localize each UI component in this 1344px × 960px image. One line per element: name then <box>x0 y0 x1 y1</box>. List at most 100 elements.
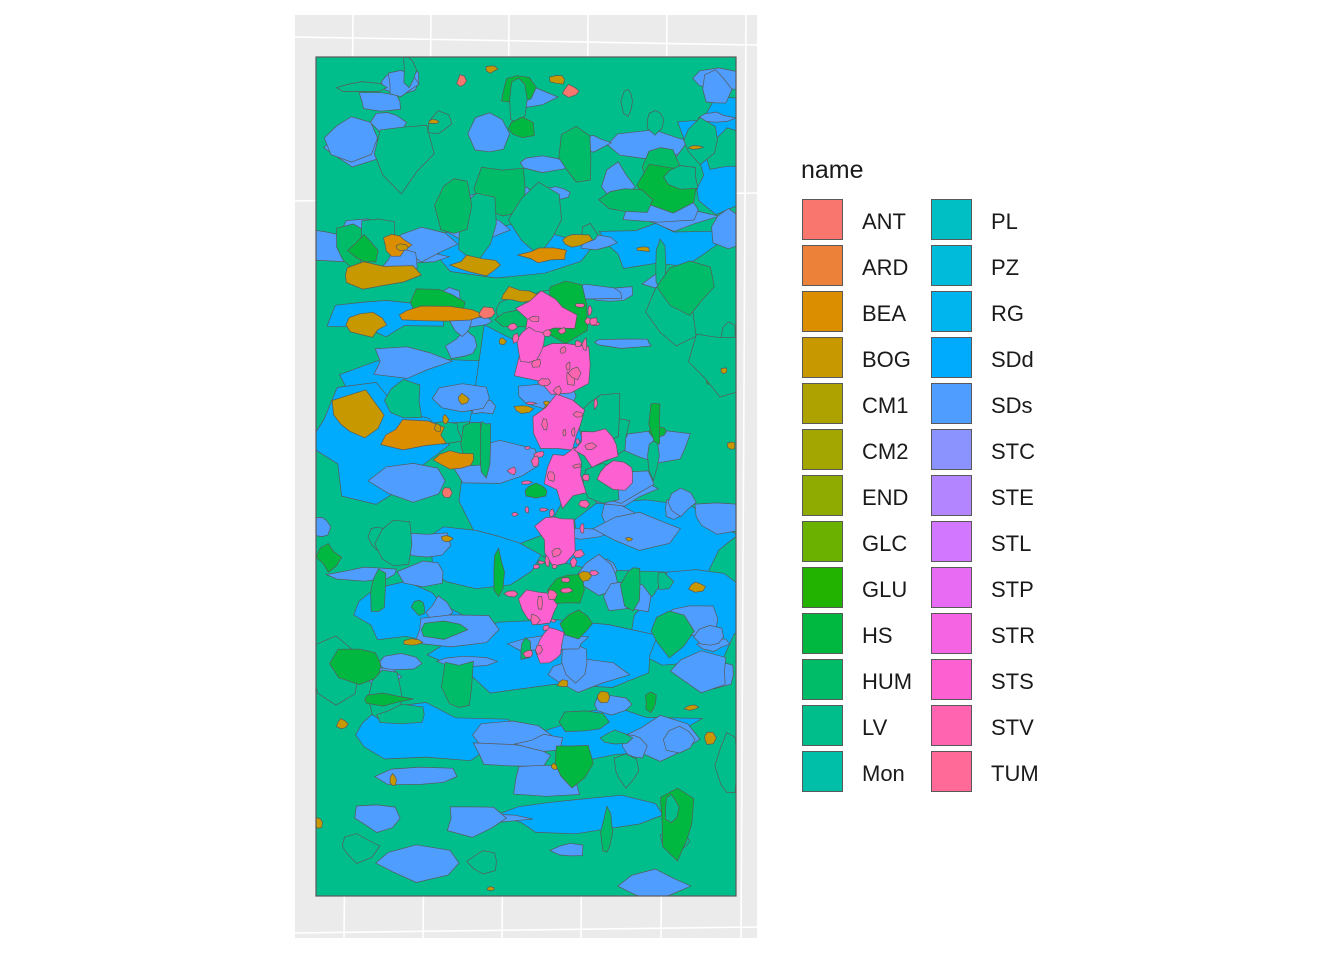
legend-swatch <box>802 199 843 240</box>
map-polygon-bog <box>597 690 611 704</box>
map-polygon-stv <box>546 471 556 482</box>
legend-label: SDs <box>991 393 1033 418</box>
map-polygon-lv <box>683 117 718 166</box>
map-polygon-stv <box>578 499 591 509</box>
legend-column-2: PL PZ RG SDd SDs STC STE STL STP STR STS STV TUM <box>930 199 1060 797</box>
legend-label: CM1 <box>862 393 909 418</box>
map-polygon-stv <box>571 426 576 437</box>
legend-item-cm1: CM1 <box>801 383 931 429</box>
map-polygon-lv <box>657 571 675 590</box>
legend-swatch <box>802 291 843 332</box>
map-polygon-sts <box>573 428 619 468</box>
map-polygon-hs <box>347 233 379 263</box>
map-polygon-bog <box>486 886 495 891</box>
map-polygon-bog <box>458 392 470 405</box>
map-polygon-stv <box>593 398 599 411</box>
legend-label: STS <box>991 669 1034 694</box>
map-polygon-bog <box>448 254 502 277</box>
map-polygon-hum <box>619 567 641 612</box>
legend-title: name <box>801 156 864 184</box>
map-polygon-sds <box>367 463 446 503</box>
map-polygon-hum <box>656 260 715 316</box>
map-polygon-sds <box>669 650 727 694</box>
map-polygon-bog <box>331 389 385 439</box>
legend-label: SDd <box>991 347 1034 372</box>
map-polygon-hs <box>493 547 505 598</box>
map-polygon-stv <box>561 577 571 583</box>
map-polygon-bog <box>624 537 634 542</box>
legend-swatch <box>802 337 843 378</box>
legend-item-sds: SDs <box>930 383 1060 429</box>
map-polygon-bog <box>395 243 409 251</box>
map-polygon-sts <box>516 326 546 363</box>
legend-swatch <box>931 291 972 332</box>
legend-item-ste: STE <box>930 475 1060 521</box>
map-polygon-hum <box>441 660 474 708</box>
map-polygon-hum <box>600 805 613 853</box>
map-polygon-bog <box>517 247 568 264</box>
map-polygon-stv <box>574 340 583 347</box>
map-polygon-sts <box>532 393 585 451</box>
legend-label: STP <box>991 577 1034 602</box>
map-polygon-bog <box>432 450 474 470</box>
legend-swatch <box>931 337 972 378</box>
legend-swatch <box>931 245 972 286</box>
legend-swatch <box>931 475 972 516</box>
map-polygon-sds <box>592 511 681 551</box>
legend-item-pz: PZ <box>930 245 1060 291</box>
map-polygon-sts <box>534 516 576 567</box>
legend-label: CM2 <box>862 439 909 464</box>
legend-swatch <box>931 521 972 562</box>
map-polygon-stv <box>589 317 598 326</box>
legend-label: BOG <box>862 347 911 372</box>
map-polygon-sds <box>697 111 736 123</box>
map-polygon-stv <box>581 337 588 352</box>
legend-swatch <box>931 613 972 654</box>
map-polygon-sds <box>358 92 401 112</box>
map-polygon-sds <box>316 517 332 537</box>
map-polygon-stv <box>567 366 582 381</box>
legend-label: PL <box>991 209 1018 234</box>
map-polygon-lv <box>647 440 660 482</box>
legend-label: HUM <box>862 669 913 694</box>
map-polygon-stv <box>527 315 540 322</box>
map-polygon-lv <box>403 57 417 89</box>
map-polygon-sds <box>396 560 444 588</box>
map-polygon-stv <box>531 358 541 368</box>
legend-label: RG <box>991 301 1024 326</box>
map-polygon-stv <box>572 411 584 418</box>
legend-swatch <box>931 705 972 746</box>
map-polygon-bog <box>549 75 565 85</box>
map-polygon-sds <box>548 842 584 857</box>
map-polygon-sds <box>662 725 696 754</box>
legend-item-bea: BEA <box>801 291 931 337</box>
map-polygon-stv <box>572 548 585 558</box>
map-polygon-lv <box>341 833 381 864</box>
map-polygon-lv <box>373 124 435 195</box>
legend-label: STE <box>991 485 1034 510</box>
legend-label: ANT <box>862 209 906 234</box>
legend-swatch <box>931 751 972 792</box>
legend-label: PZ <box>991 255 1020 280</box>
map-polygon-hum <box>421 620 469 640</box>
map-polygon-hum <box>370 568 387 612</box>
map-polygon-bog <box>720 367 728 374</box>
map-polygon-stv <box>565 361 571 371</box>
map-polygon-ant <box>478 306 496 319</box>
map-polygon-sds <box>667 487 697 518</box>
legend-swatch <box>802 659 843 700</box>
map-polygon-bog <box>687 145 705 150</box>
map-polygon-stv <box>557 327 567 335</box>
map-polygon-stv <box>532 564 541 570</box>
map-polygon-lv <box>646 110 665 136</box>
map-polygon-stv <box>541 418 548 431</box>
map-polygon-lv <box>376 703 425 725</box>
map-polygon-stv <box>562 429 567 437</box>
map-polygon-sds <box>354 804 401 833</box>
legend-item-end: END <box>801 475 931 521</box>
map-polygon-stv <box>542 624 550 632</box>
map-polygon-hs <box>645 691 657 714</box>
map-polygon-stv <box>520 480 534 485</box>
map-polygon-bog <box>440 535 454 543</box>
map-polygon-stv <box>579 523 585 534</box>
